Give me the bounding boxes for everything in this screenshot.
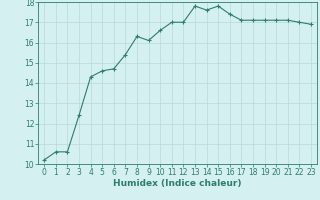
X-axis label: Humidex (Indice chaleur): Humidex (Indice chaleur) [113,179,242,188]
